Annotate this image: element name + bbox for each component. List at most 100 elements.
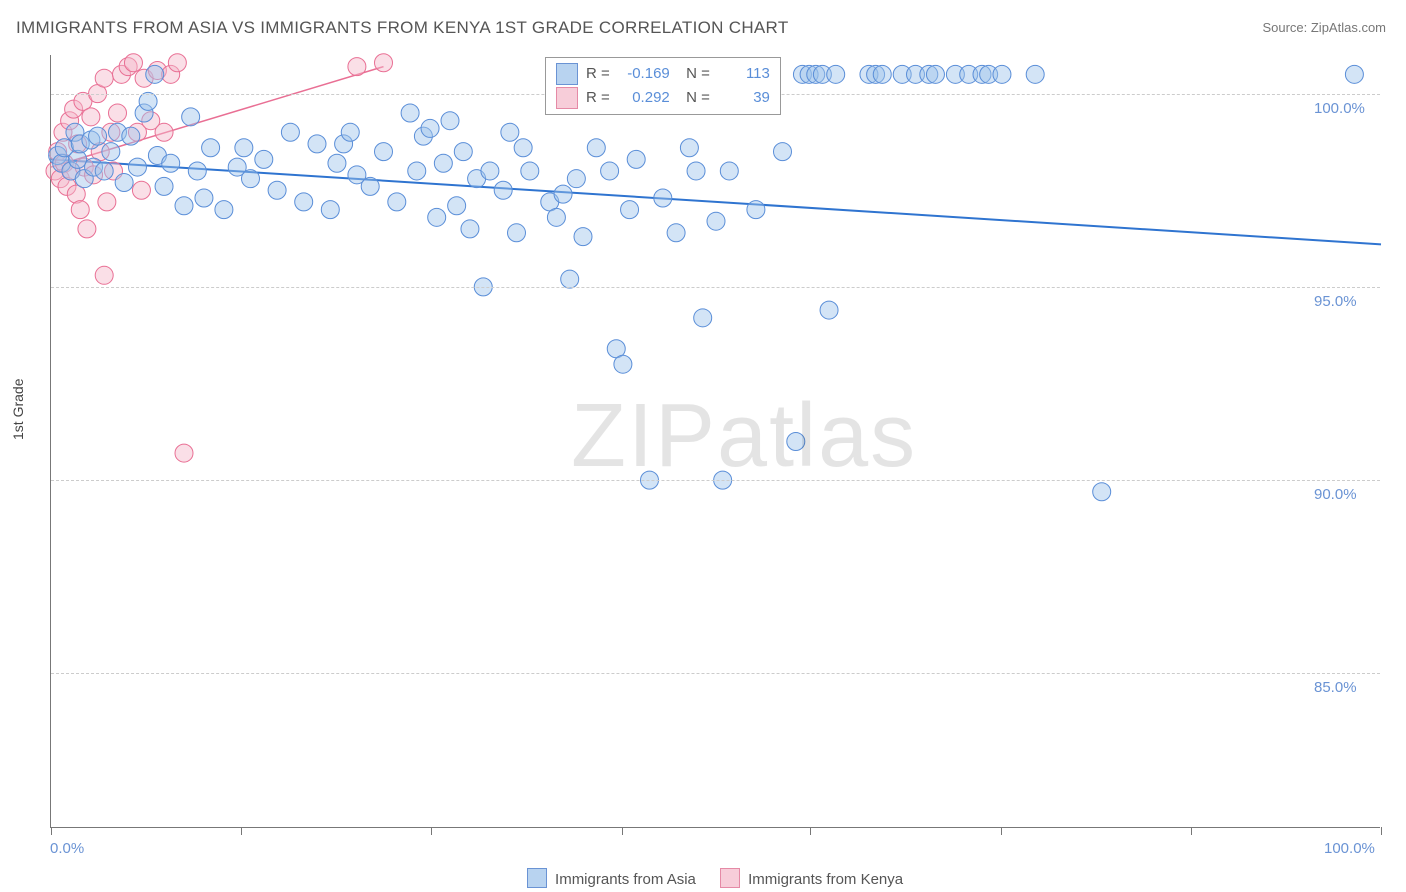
x-tick-label: 100.0% bbox=[1324, 840, 1375, 857]
data-point bbox=[667, 224, 685, 242]
data-point bbox=[268, 181, 286, 199]
data-point bbox=[115, 174, 133, 192]
data-point bbox=[561, 270, 579, 288]
data-point bbox=[215, 201, 233, 219]
data-point bbox=[82, 108, 100, 126]
data-point bbox=[707, 212, 725, 230]
data-point bbox=[1345, 65, 1363, 83]
data-point bbox=[122, 127, 140, 145]
data-point bbox=[328, 154, 346, 172]
data-point bbox=[235, 139, 253, 157]
gridline-h bbox=[51, 673, 1380, 674]
data-point bbox=[102, 143, 120, 161]
legend-label: Immigrants from Asia bbox=[551, 871, 696, 888]
data-point bbox=[308, 135, 326, 153]
data-point bbox=[341, 123, 359, 141]
legend-row: R = -0.169 N = 113 bbox=[556, 62, 770, 86]
data-point bbox=[993, 65, 1011, 83]
data-point bbox=[124, 54, 142, 72]
legend-row: R = 0.292 N = 39 bbox=[556, 86, 770, 110]
x-tick bbox=[51, 827, 52, 835]
data-point bbox=[448, 197, 466, 215]
y-axis-title: 1st Grade bbox=[10, 379, 26, 440]
legend-r-label: R = bbox=[586, 62, 610, 86]
data-point bbox=[155, 123, 173, 141]
data-point bbox=[95, 162, 113, 180]
data-point bbox=[71, 201, 89, 219]
gridline-h bbox=[51, 480, 1380, 481]
data-point bbox=[614, 355, 632, 373]
legend-label: Immigrants from Kenya bbox=[744, 871, 903, 888]
data-point bbox=[494, 181, 512, 199]
data-point bbox=[408, 162, 426, 180]
data-point bbox=[175, 444, 193, 462]
data-point bbox=[175, 197, 193, 215]
data-point bbox=[514, 139, 532, 157]
data-point bbox=[255, 150, 273, 168]
x-tick bbox=[810, 827, 811, 835]
data-point bbox=[162, 154, 180, 172]
data-point bbox=[567, 170, 585, 188]
x-tick bbox=[431, 827, 432, 835]
legend-swatch bbox=[556, 87, 578, 109]
data-point bbox=[95, 69, 113, 87]
data-point bbox=[827, 65, 845, 83]
data-point bbox=[375, 143, 393, 161]
correlation-legend-box: R = -0.169 N = 113R = 0.292 N = 39 bbox=[545, 57, 781, 115]
data-point bbox=[627, 150, 645, 168]
data-point bbox=[195, 189, 213, 207]
data-point bbox=[461, 220, 479, 238]
data-point bbox=[454, 143, 472, 161]
data-point bbox=[202, 139, 220, 157]
legend-n-label: N = bbox=[678, 62, 710, 86]
data-point bbox=[687, 162, 705, 180]
data-point bbox=[388, 193, 406, 211]
data-point bbox=[98, 193, 116, 211]
data-point bbox=[601, 162, 619, 180]
source-label: Source: ZipAtlas.com bbox=[1262, 20, 1386, 35]
x-tick bbox=[1001, 827, 1002, 835]
legend-n-value: 39 bbox=[718, 86, 770, 110]
data-point bbox=[128, 158, 146, 176]
y-tick-label: 95.0% bbox=[1314, 293, 1357, 310]
data-point bbox=[69, 150, 87, 168]
data-point bbox=[89, 127, 107, 145]
data-point bbox=[501, 123, 519, 141]
data-point bbox=[508, 224, 526, 242]
data-point bbox=[146, 65, 164, 83]
y-tick-label: 100.0% bbox=[1314, 100, 1365, 117]
data-point bbox=[1093, 483, 1111, 501]
data-point bbox=[139, 92, 157, 110]
legend-swatch bbox=[720, 868, 740, 888]
data-point bbox=[1026, 65, 1044, 83]
y-tick-label: 90.0% bbox=[1314, 486, 1357, 503]
data-point bbox=[521, 162, 539, 180]
data-point bbox=[78, 220, 96, 238]
data-point bbox=[182, 108, 200, 126]
chart-title: IMMIGRANTS FROM ASIA VS IMMIGRANTS FROM … bbox=[16, 18, 789, 38]
data-point bbox=[155, 177, 173, 195]
legend-swatch bbox=[556, 63, 578, 85]
data-point bbox=[281, 123, 299, 141]
data-point bbox=[188, 162, 206, 180]
data-point bbox=[168, 54, 186, 72]
x-tick bbox=[1191, 827, 1192, 835]
data-point bbox=[926, 65, 944, 83]
x-tick bbox=[622, 827, 623, 835]
data-point bbox=[361, 177, 379, 195]
gridline-h bbox=[51, 287, 1380, 288]
data-point bbox=[574, 228, 592, 246]
data-point bbox=[295, 193, 313, 211]
x-tick bbox=[1381, 827, 1382, 835]
data-point bbox=[820, 301, 838, 319]
data-point bbox=[242, 170, 260, 188]
chart-svg bbox=[51, 55, 1381, 828]
legend-n-value: 113 bbox=[718, 62, 770, 86]
data-point bbox=[694, 309, 712, 327]
data-point bbox=[587, 139, 605, 157]
plot-area: ZIPatlas bbox=[50, 55, 1380, 828]
data-point bbox=[441, 112, 459, 130]
legend-r-value: 0.292 bbox=[618, 86, 670, 110]
bottom-legend: Immigrants from Asia Immigrants from Ken… bbox=[0, 868, 1406, 888]
data-point bbox=[774, 143, 792, 161]
